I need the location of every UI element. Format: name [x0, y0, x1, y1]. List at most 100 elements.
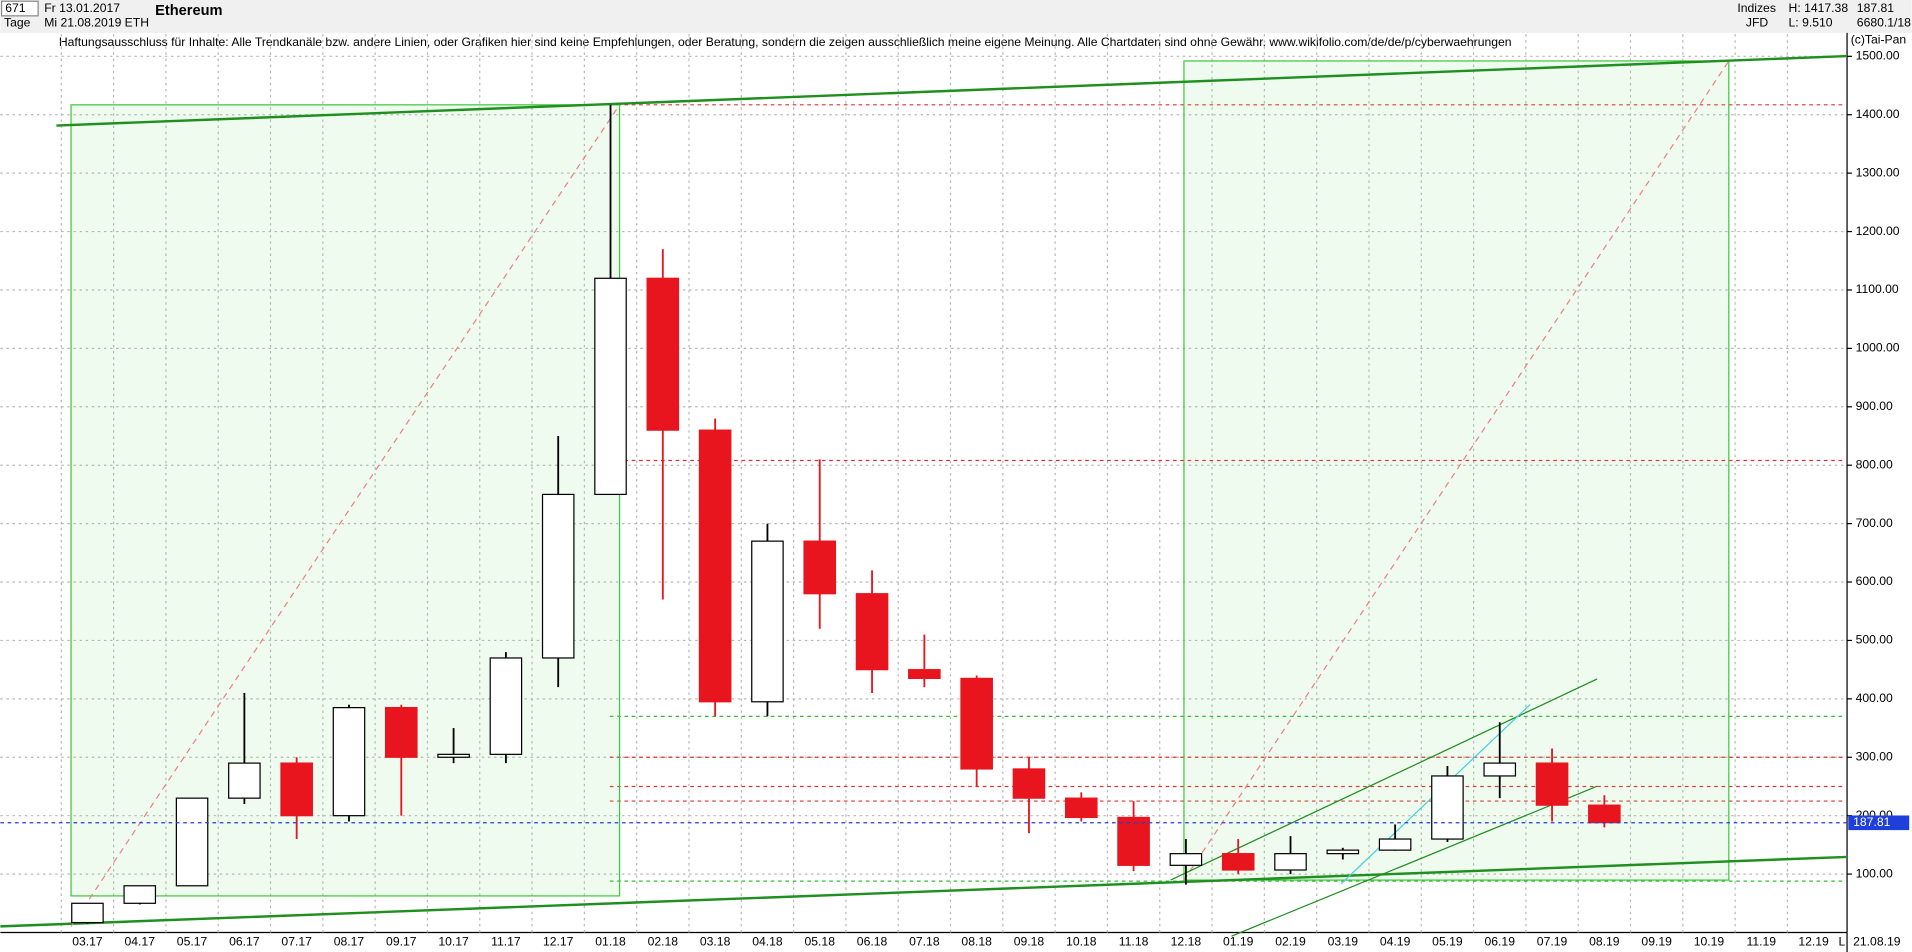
y-tick-label: 1000.00 — [1856, 341, 1900, 355]
y-tick-label: 1500.00 — [1856, 49, 1900, 63]
x-tick-label: 06.17 — [229, 934, 260, 948]
y-tick-label: 400.00 — [1856, 691, 1893, 705]
group: Indizes — [1737, 1, 1776, 15]
last-info: 187.81 — [1857, 1, 1894, 15]
candle-body — [1117, 816, 1150, 866]
candle-body — [1326, 849, 1360, 855]
count: 671 — [5, 1, 26, 15]
period[interactable]: Tage — [4, 15, 31, 29]
x-tick-label: 06.18 — [857, 934, 888, 948]
x-tick-label: 12.18 — [1171, 934, 1202, 948]
candle-body — [908, 669, 941, 680]
candle-body — [751, 540, 784, 703]
last-price-label: 187.81 — [1853, 815, 1890, 829]
count-box[interactable] — [0, 0, 39, 17]
x-tick-label: 06.19 — [1485, 934, 1516, 948]
box — [1183, 60, 1730, 881]
drawings — [0, 54, 1848, 937]
x-tick-label: 03.19 — [1328, 934, 1359, 948]
x-tick-label: 09.17 — [386, 934, 417, 948]
y-tick-label: 1100.00 — [1856, 282, 1899, 296]
chart-title: Ethereum — [155, 3, 222, 19]
x-tick-label: 08.19 — [1589, 934, 1620, 948]
y-tick-label: 600.00 — [1856, 574, 1893, 588]
disclaimer: Haftungsausschluss für Inhalte: Alle Tre… — [59, 35, 1512, 49]
ref-info: 6680.1/18 — [1857, 15, 1911, 29]
x-tick-label: 08.18 — [961, 934, 992, 948]
candle-body — [332, 707, 366, 817]
y-tick-label: 700.00 — [1856, 516, 1893, 530]
y-tick-label: 1400.00 — [1856, 107, 1900, 121]
trend-line — [1170, 678, 1598, 881]
y-tick-label: 1300.00 — [1856, 165, 1900, 179]
y-tick-label: 300.00 — [1856, 749, 1893, 763]
candle-body — [71, 902, 104, 924]
candle-body — [594, 277, 627, 496]
symbol: ETH — [125, 15, 149, 29]
candle-body — [1431, 775, 1464, 840]
candle-body — [855, 593, 889, 671]
x-tick-label: 10.19 — [1694, 934, 1725, 948]
candle-body — [803, 540, 837, 595]
y-tick-label: 100.00 — [1856, 866, 1893, 880]
trend-line — [1231, 785, 1598, 937]
x-tick-label: 11.18 — [1119, 934, 1149, 948]
x-tick-label: 02.19 — [1275, 934, 1306, 948]
candle-body — [1378, 838, 1412, 851]
x-tick-label: 01.19 — [1223, 934, 1254, 948]
candle-body — [489, 657, 523, 755]
trend-line — [56, 54, 1848, 127]
x-tick-label: 09.18 — [1014, 934, 1045, 948]
x-tick-label: 12.17 — [543, 934, 574, 948]
candle-body — [280, 762, 313, 817]
x-tick-label: 08.17 — [334, 934, 365, 948]
scale-mode: L — [1839, 934, 1846, 948]
candle-body — [1221, 853, 1255, 871]
trend-line — [0, 855, 1848, 928]
header-bar — [0, 0, 1912, 33]
x-tick-label: 03.18 — [700, 934, 731, 948]
x-tick-label: 05.18 — [805, 934, 836, 948]
x-tick-label: 04.18 — [752, 934, 783, 948]
y-tick-label: 900.00 — [1856, 399, 1893, 413]
candle-body — [1064, 797, 1098, 819]
date-label: 21.08.19 — [1853, 934, 1901, 948]
candle-body — [1588, 804, 1621, 824]
y-tick-label: 1200.00 — [1856, 224, 1900, 238]
candle-body — [437, 753, 470, 758]
x-tick-label: 05.19 — [1432, 934, 1463, 948]
to-date: Mi 21.08.2019 — [44, 15, 121, 29]
candle-body — [384, 707, 418, 758]
low-info: L: 9.510 — [1789, 15, 1833, 29]
x-tick-label: 11.17 — [491, 934, 521, 948]
x-tick-label: 09.19 — [1641, 934, 1672, 948]
candle-body — [228, 762, 261, 799]
candle-body — [175, 797, 209, 887]
x-tick-label: 04.17 — [125, 934, 156, 948]
candle-body — [123, 885, 157, 904]
candle-body — [1483, 762, 1517, 777]
x-tick-label: 11.19 — [1746, 934, 1776, 948]
y-tick-label: 800.00 — [1856, 457, 1893, 471]
x-tick-label: 07.18 — [909, 934, 940, 948]
x-tick-label: 07.19 — [1537, 934, 1568, 948]
x-tick-label: 12.19 — [1798, 934, 1829, 948]
from-date: Fr 13.01.2017 — [44, 1, 120, 15]
x-tick-label: 03.17 — [72, 934, 103, 948]
x-tick-label: 05.17 — [177, 934, 208, 948]
trend-line — [70, 104, 621, 927]
candle-body — [960, 677, 993, 770]
candle-body — [1274, 853, 1307, 871]
x-tick-label: 02.18 — [648, 934, 679, 948]
candle-body — [646, 277, 680, 431]
candle-body — [1535, 762, 1569, 806]
candle-body — [1169, 853, 1203, 866]
x-tick-label: 04.19 — [1380, 934, 1411, 948]
candle-body — [1012, 768, 1046, 799]
copyright: (c)Tai-Pan — [1851, 32, 1906, 46]
high-info: H: 1417.38 — [1789, 1, 1849, 15]
